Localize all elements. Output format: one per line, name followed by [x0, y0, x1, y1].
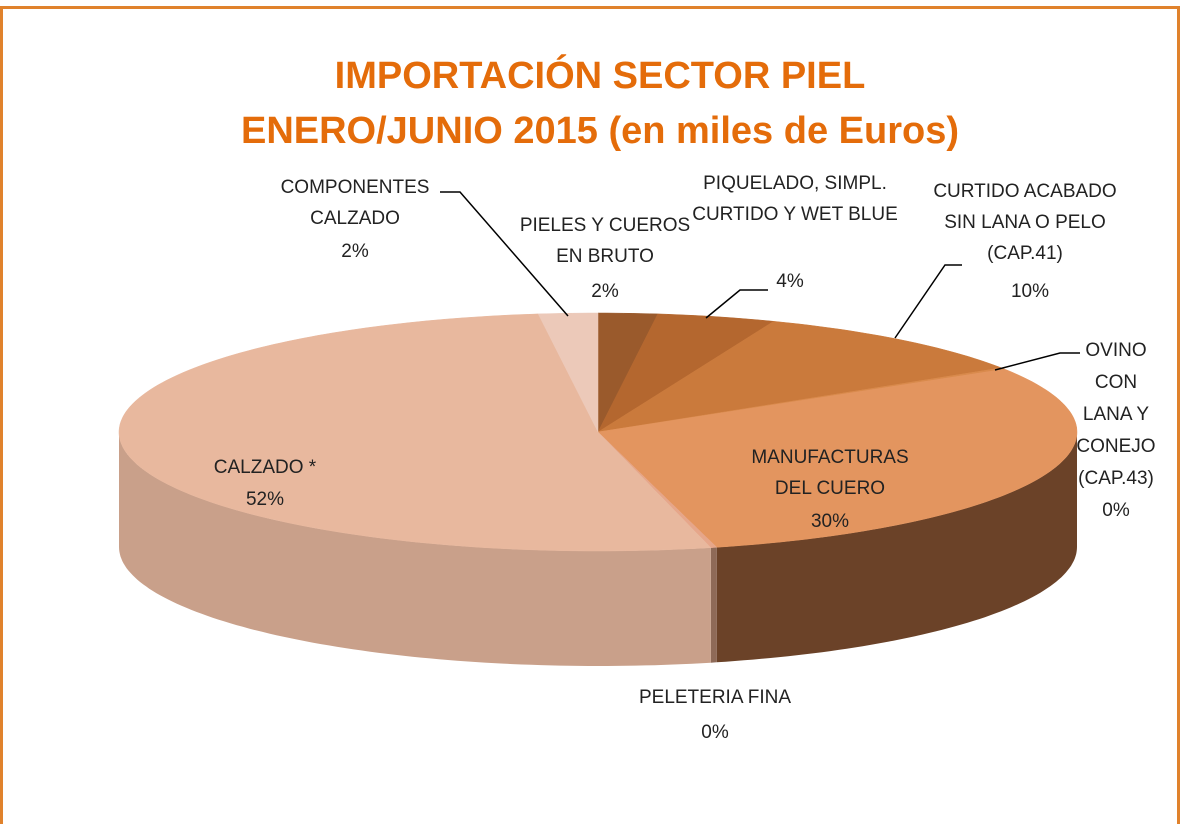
leader-lines — [440, 191, 1080, 371]
slice-side — [119, 432, 711, 666]
leader-line — [705, 289, 768, 319]
slice — [597, 368, 1078, 548]
slice-value: 4% — [776, 271, 804, 292]
slice-label: MANUFACTURAS DEL CUERO — [751, 447, 909, 499]
slice-label: PELETERIA FINA — [638, 687, 792, 708]
leader-line — [440, 191, 569, 317]
slice-value: 10% — [1010, 281, 1050, 302]
slice-value: 30% — [810, 511, 850, 532]
leader-line — [894, 264, 962, 339]
leader-line — [994, 352, 1080, 371]
slice-label: CALZADO * — [213, 457, 317, 478]
slice-label: PIELES Y CUEROS EN BRUTO — [519, 215, 691, 267]
chart-title: IMPORTACIÓN SECTOR PIEL — [335, 53, 866, 97]
slice-label: CURTIDO ACABADO SIN LANA O PELO (CAP.41) — [933, 181, 1117, 264]
slice — [597, 313, 775, 433]
slice-value: 52% — [245, 489, 285, 510]
pie — [118, 312, 1078, 666]
pie-sides — [119, 432, 1077, 666]
chart-title: ENERO/JUNIO 2015 (en miles de Euros) — [241, 110, 959, 152]
slice — [118, 313, 712, 552]
slice-value: 2% — [341, 241, 369, 262]
slice — [597, 321, 1003, 433]
slice-label: OVINO CON LANA Y CONEJO (CAP.43) — [1076, 340, 1156, 489]
slice-value: 0% — [701, 722, 729, 743]
slice — [537, 312, 599, 433]
slice-side — [716, 432, 1077, 663]
slice-value: 2% — [591, 281, 619, 302]
slice-label: COMPONENTES CALZADO — [280, 177, 430, 229]
slice-value: 0% — [1102, 500, 1130, 521]
slice-side — [710, 547, 717, 663]
frame — [0, 6, 1180, 824]
slice-label: PIQUELADO, SIMPL. CURTIDO Y WET BLUE — [692, 173, 898, 225]
